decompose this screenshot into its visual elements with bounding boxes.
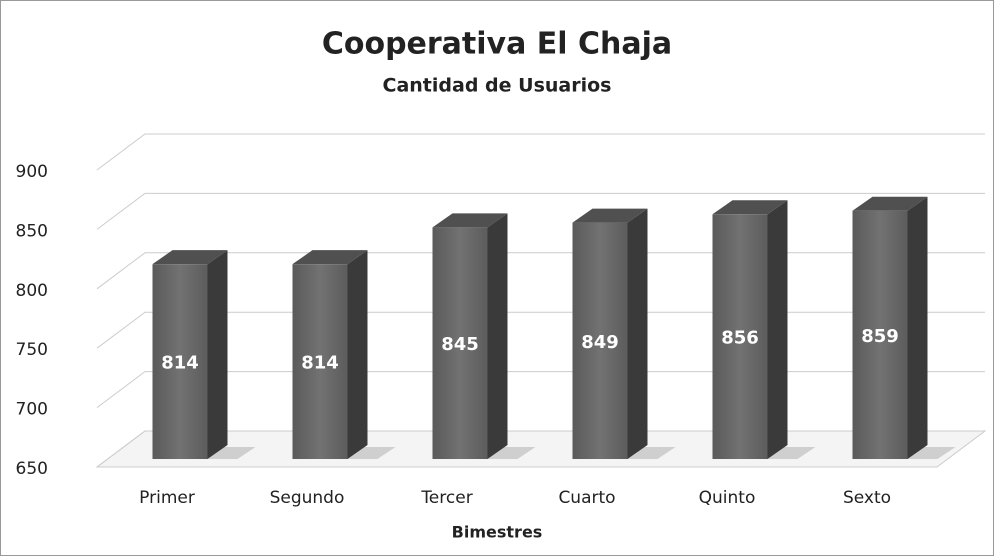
- grid-line: [96, 311, 985, 349]
- bar-front: [292, 264, 348, 459]
- bar: [852, 196, 956, 459]
- x-tick-label: Segundo: [270, 488, 345, 508]
- bar-top: [852, 196, 928, 211]
- x-tick-label: Quinto: [699, 488, 756, 508]
- grid-line: [96, 430, 985, 468]
- bar-side: [767, 200, 788, 459]
- value-label: 849: [581, 332, 619, 353]
- x-tick-label: Primer: [139, 488, 195, 508]
- value-label: 859: [861, 326, 899, 347]
- grid-line: [96, 371, 985, 409]
- y-tick-label: 850: [16, 221, 48, 241]
- x-tick-label: Sexto: [843, 488, 891, 508]
- bar: [432, 213, 536, 459]
- bar-front: [712, 214, 768, 459]
- bar: [152, 250, 256, 459]
- value-label: 856: [721, 328, 759, 349]
- bar-side: [347, 250, 368, 459]
- bar-side: [627, 208, 648, 459]
- bar-top: [152, 250, 228, 265]
- bar-front: [852, 210, 908, 459]
- bar-top: [292, 250, 368, 265]
- bar: [572, 208, 676, 459]
- bar-top: [572, 208, 648, 223]
- bar-front: [572, 222, 628, 459]
- value-label: 814: [161, 353, 199, 374]
- bar-side: [487, 213, 508, 459]
- value-label: 845: [441, 334, 479, 355]
- chart-title: Cooperativa El Chaja: [322, 27, 672, 62]
- x-tick-label: Tercer: [420, 488, 472, 508]
- chart-subtitle: Cantidad de Usuarios: [383, 75, 612, 97]
- y-tick-label: 700: [16, 400, 48, 420]
- bar-front: [432, 227, 488, 459]
- x-tick-label: Cuarto: [558, 488, 615, 508]
- bar-front: [152, 264, 208, 459]
- grid-line: [96, 133, 985, 171]
- bar-top: [432, 213, 508, 228]
- y-tick-label: 800: [16, 281, 48, 301]
- grid-line: [96, 252, 985, 290]
- y-tick-label: 750: [16, 340, 48, 360]
- grid-line: [96, 192, 985, 230]
- y-tick-label: 650: [16, 459, 48, 479]
- y-tick-label: 900: [16, 162, 48, 182]
- bar: [712, 200, 816, 459]
- bar-side: [907, 196, 928, 459]
- value-label: 814: [301, 353, 339, 374]
- x-axis-label: Bimestres: [452, 523, 543, 542]
- bar-side: [207, 250, 228, 459]
- bar-top: [712, 200, 788, 215]
- bar: [292, 250, 396, 459]
